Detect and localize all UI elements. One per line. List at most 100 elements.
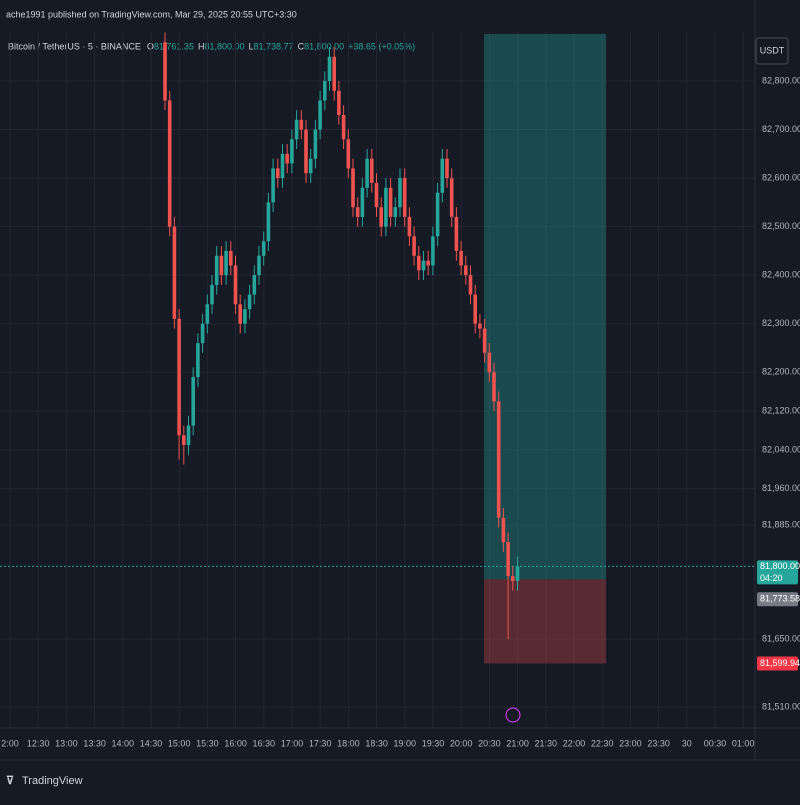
candle-body	[276, 168, 280, 179]
candle-body	[351, 168, 355, 208]
candle-body	[167, 100, 172, 227]
y-tick-label: 82,800.00	[762, 75, 800, 85]
y-tick-label: 82,040.00	[762, 444, 800, 454]
ohlc-item: 81,738.77	[254, 41, 294, 51]
candle-body	[318, 100, 322, 130]
candle-body	[271, 168, 275, 203]
candle-body	[172, 226, 177, 319]
x-tick-label: 23:30	[647, 738, 670, 748]
candle-body	[421, 260, 426, 271]
candle-body	[492, 372, 496, 402]
candle-body	[468, 275, 473, 295]
y-tick-label: 81,650.00	[762, 634, 800, 644]
x-tick-label: 21:30	[535, 738, 558, 748]
symbol: Bitcoin / TetherUS · 5 · BINANCE	[8, 41, 141, 51]
candle-body	[266, 202, 271, 242]
candle-body	[440, 158, 445, 193]
candle-body	[243, 309, 247, 324]
footer: TradingView	[22, 775, 83, 787]
logo: ⊽	[6, 775, 14, 787]
y-tick-label: 81,885.00	[762, 519, 800, 529]
candle-body	[360, 187, 365, 217]
candle-body	[412, 236, 416, 256]
last-price-label: 81,800.00	[760, 561, 800, 571]
y-tick-label: 82,120.00	[762, 405, 800, 415]
x-tick-label: 14:30	[140, 738, 163, 748]
candle-body	[247, 294, 252, 310]
candle-body	[191, 377, 195, 426]
candle-body	[370, 158, 374, 183]
loss-zone	[484, 579, 606, 664]
candle-body	[402, 178, 407, 217]
candle-body	[214, 255, 219, 285]
candle-body	[426, 260, 430, 266]
x-tick-label: 19:00	[394, 738, 417, 748]
candle-body	[210, 284, 214, 305]
legend: Bitcoin / TetherUS · 5 · BINANCE O 81,761.…	[8, 41, 415, 51]
candle-body	[501, 517, 506, 543]
x-tick-label: 15:30	[196, 738, 219, 748]
x-tick-label: 20:30	[478, 738, 501, 748]
x-tick-label: 20:00	[450, 738, 473, 748]
candle-body	[355, 207, 360, 217]
x-tick-label: 23:00	[619, 738, 642, 748]
stop-box	[757, 656, 798, 671]
candle-body	[407, 216, 412, 237]
candle-body	[374, 182, 379, 208]
candle-body	[515, 566, 520, 581]
x-tick-label: 14:00	[112, 738, 135, 748]
candle-body	[506, 542, 510, 577]
candle-body	[252, 275, 257, 295]
currency[interactable]: USDT	[760, 45, 785, 55]
y-tick-label: 82,600.00	[762, 172, 800, 182]
entry-box	[757, 592, 798, 607]
currency-button[interactable]	[755, 37, 789, 65]
candle-body	[478, 323, 482, 329]
candle-body	[229, 250, 233, 266]
x-tick-label: 22:30	[591, 738, 614, 748]
candle-body	[435, 192, 440, 237]
candle-body	[163, 42, 167, 101]
x-tick-label: 16:30	[253, 738, 276, 748]
y-tick-label: 82,200.00	[762, 367, 800, 377]
candle-body	[464, 265, 468, 276]
x-tick-label: 18:30	[365, 738, 388, 748]
candle-body	[337, 90, 341, 115]
candle-body	[238, 304, 242, 324]
y-tick-label: 82,400.00	[762, 270, 800, 280]
candle-body	[308, 158, 313, 174]
x-tick-label: 13:00	[55, 738, 78, 748]
candle-body	[196, 343, 200, 378]
event-icon[interactable]	[505, 707, 521, 723]
stop-label: 81,599.94	[760, 658, 800, 668]
candle-body	[177, 318, 181, 436]
entry-label: 81,773.58	[760, 594, 800, 604]
ohlc-item: 81,800.00	[204, 41, 244, 51]
ohlc-item: 81,800.00	[304, 41, 344, 51]
candle-body	[299, 119, 304, 130]
candle-body	[496, 401, 501, 518]
candle-body	[449, 178, 454, 217]
candle-body	[379, 207, 383, 227]
candle-body	[200, 323, 205, 344]
candle-body	[219, 255, 224, 276]
x-tick-label: 17:30	[309, 738, 332, 748]
candle-body	[384, 187, 388, 227]
candle-body	[454, 216, 459, 251]
candle-body	[304, 129, 308, 174]
x-tick-label: 19:30	[422, 738, 445, 748]
header: ache1991 published on TradingView.com, M…	[6, 9, 297, 19]
candle-body	[205, 304, 210, 324]
y-tick-label: 82,700.00	[762, 124, 800, 134]
ohlc-item: L	[249, 41, 254, 51]
x-tick-label: 16:00	[224, 738, 247, 748]
candle-body	[365, 158, 369, 188]
candle-body	[445, 158, 449, 179]
x-tick-label: 2:00	[1, 738, 19, 748]
x-tick-label: 18:00	[337, 738, 360, 748]
candle-body	[393, 207, 398, 217]
x-tick-label: 15:00	[168, 738, 191, 748]
candle-body	[346, 139, 351, 169]
